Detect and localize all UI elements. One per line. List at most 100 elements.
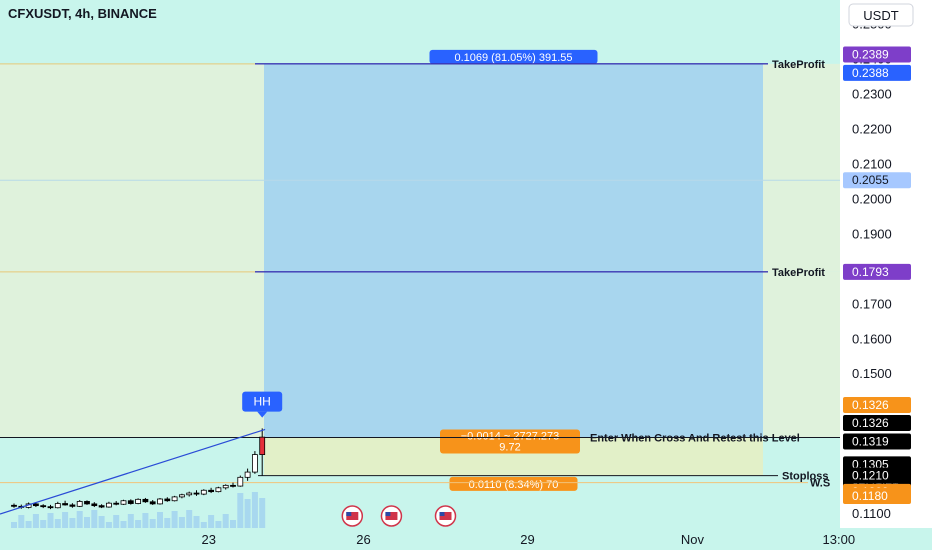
profit-zone[interactable] — [264, 63, 763, 438]
candle-24[interactable] — [186, 491, 193, 497]
event-flag-icon-2[interactable] — [434, 505, 457, 527]
x-tick-1: 26 — [356, 532, 370, 547]
candle-body — [200, 489, 207, 495]
price-label-11: 0.1180 — [852, 489, 888, 503]
candle-body — [149, 501, 156, 505]
hh-label-pointer — [257, 411, 268, 418]
candle-4[interactable] — [40, 504, 47, 509]
candle-31[interactable] — [237, 475, 244, 487]
volume-bar-32 — [244, 499, 251, 528]
hline-label-4: W.S — [810, 478, 830, 490]
volume-bar-15 — [120, 521, 127, 528]
candle-8[interactable] — [69, 503, 76, 508]
hline-label-0: TakeProfit — [772, 59, 825, 71]
candle-body — [76, 501, 83, 507]
price-label-bg-11 — [843, 488, 911, 505]
candle-5[interactable] — [47, 504, 54, 510]
candle-body — [120, 500, 127, 505]
price-label-bg-2 — [843, 172, 911, 189]
price-label-0: 0.2389 — [852, 48, 889, 62]
candle-body — [98, 505, 105, 508]
candle-18[interactable] — [142, 497, 149, 503]
hline-label-3: Stoploss — [782, 471, 828, 483]
candle-12[interactable] — [98, 504, 105, 509]
candle-6[interactable] — [54, 501, 61, 509]
volume-bar-20 — [157, 512, 163, 528]
hh-label-bg[interactable] — [242, 391, 283, 412]
price-label-1: 0.2388 — [852, 66, 889, 80]
candle-34[interactable] — [259, 428, 266, 476]
trendline-layer[interactable]: HH — [0, 391, 283, 515]
volume-bar-11 — [91, 510, 98, 528]
volume-bar-7 — [62, 512, 69, 528]
candle-28[interactable] — [215, 486, 222, 493]
time-axis[interactable]: 23 26 29 Nov 13:00 — [0, 528, 855, 550]
price-label-3: 0.1793 — [852, 265, 889, 279]
event-flag-icon-0[interactable] — [341, 505, 364, 527]
event-icon-flag — [385, 512, 398, 520]
event-icon-flag — [439, 512, 452, 520]
candle-body — [251, 454, 258, 473]
event-icons[interactable] — [341, 505, 457, 527]
price-axis[interactable]: 0.25000.24000.23000.22000.21000.20000.19… — [840, 0, 932, 528]
candle-body — [193, 492, 200, 495]
volume-bar-18 — [142, 513, 149, 528]
candle-0[interactable] — [11, 503, 17, 508]
candle-body — [244, 471, 251, 478]
candle-11[interactable] — [91, 502, 98, 508]
price-label-bg-5 — [843, 415, 911, 432]
trendline[interactable] — [0, 428, 266, 515]
candle-15[interactable] — [120, 499, 127, 505]
position-box[interactable]: 0.1069 (81.05%) 391.55 0.0110 (8.34%) 70 −… — [264, 49, 763, 491]
event-icon-canton — [385, 512, 391, 516]
candle-32[interactable] — [244, 468, 251, 481]
volume-bar-13 — [105, 522, 112, 528]
x-tick-4: 13:00 — [823, 532, 856, 547]
event-flag-icon-1[interactable] — [380, 505, 403, 527]
candle-10[interactable] — [84, 500, 90, 505]
candle-26[interactable] — [200, 489, 207, 496]
candle-21[interactable] — [164, 497, 171, 502]
price-label-5: 0.1326 — [852, 416, 889, 430]
volume-bars — [11, 492, 266, 528]
candle-body — [69, 504, 76, 507]
volume-bar-5 — [47, 513, 54, 528]
candle-body — [222, 484, 229, 489]
x-tick-0: 23 — [202, 532, 216, 547]
horizontal-lines[interactable]: TakeProfit TakeProfit Enter When Cross And… — [0, 59, 840, 490]
time-axis-bg — [0, 528, 840, 550]
volume-bar-30 — [230, 520, 236, 528]
candle-22[interactable] — [171, 495, 178, 502]
candle-27[interactable] — [208, 487, 215, 494]
candle-17[interactable] — [135, 498, 142, 505]
candle-16[interactable] — [127, 499, 134, 505]
price-label-bg-3 — [843, 263, 911, 280]
candle-14[interactable] — [113, 501, 120, 506]
volume-bar-28 — [215, 521, 222, 528]
candle-body — [91, 503, 98, 507]
volume-bar-23 — [178, 517, 185, 528]
candles[interactable] — [11, 428, 266, 510]
event-icon-canton — [439, 512, 445, 516]
volume-bar-9 — [76, 511, 83, 528]
x-tick-2: 29 — [520, 532, 534, 547]
candle-3[interactable] — [33, 502, 39, 508]
candle-29[interactable] — [222, 484, 229, 490]
candle-body — [127, 500, 134, 504]
candle-13[interactable] — [106, 501, 112, 508]
candle-33[interactable] — [251, 451, 258, 474]
hh-label: HH — [254, 395, 271, 409]
candle-body — [237, 476, 244, 487]
candle-body — [47, 506, 54, 509]
candle-7[interactable] — [62, 500, 68, 506]
candle-20[interactable] — [157, 497, 163, 505]
candle-25[interactable] — [193, 490, 200, 496]
price-label-bg-1 — [843, 64, 911, 81]
candle-23[interactable] — [178, 493, 185, 499]
candle-30[interactable] — [230, 482, 236, 488]
candle-19[interactable] — [149, 500, 156, 505]
candle-9[interactable] — [76, 500, 83, 508]
currency-button[interactable]: USDT — [848, 3, 914, 27]
entry-label-bg — [440, 429, 580, 454]
